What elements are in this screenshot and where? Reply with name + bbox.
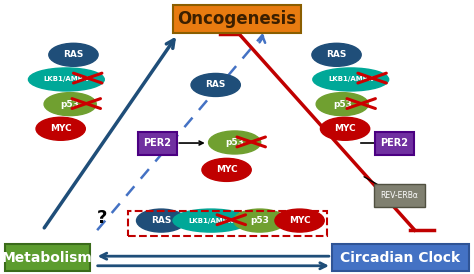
Text: MYC: MYC [216,165,237,174]
Ellipse shape [137,209,186,232]
Text: MYC: MYC [334,124,356,133]
Text: LKB1/AMPK: LKB1/AMPK [44,76,89,82]
Text: MYC: MYC [289,216,310,225]
Ellipse shape [49,43,98,66]
Ellipse shape [202,158,251,181]
FancyBboxPatch shape [173,5,301,33]
Text: LKB1/AMPK: LKB1/AMPK [188,218,234,224]
Text: p53: p53 [333,100,352,109]
Ellipse shape [316,93,368,116]
Ellipse shape [28,68,104,91]
Text: RAS: RAS [151,216,171,225]
Text: Oncogenesis: Oncogenesis [177,10,297,28]
FancyBboxPatch shape [138,132,177,155]
Ellipse shape [36,117,85,140]
Ellipse shape [209,131,261,154]
Text: Metabolism: Metabolism [2,250,93,265]
Text: REV-ERBα: REV-ERBα [381,191,419,200]
Text: LKB1/AMPK: LKB1/AMPK [328,76,374,82]
FancyBboxPatch shape [5,244,90,271]
FancyBboxPatch shape [375,132,414,155]
Text: PER2: PER2 [144,138,172,148]
Ellipse shape [275,209,324,232]
FancyBboxPatch shape [332,244,469,271]
Ellipse shape [313,68,389,91]
Text: p53: p53 [61,100,80,109]
Text: p53: p53 [225,138,244,147]
Text: RAS: RAS [327,50,346,59]
Text: ?: ? [97,209,107,227]
Text: p53: p53 [250,216,269,225]
Ellipse shape [320,117,370,140]
Ellipse shape [191,73,240,96]
Ellipse shape [173,209,249,232]
Ellipse shape [234,209,286,232]
Ellipse shape [44,93,96,116]
Ellipse shape [312,43,361,66]
Text: RAS: RAS [206,81,226,89]
Text: MYC: MYC [50,124,72,133]
Text: PER2: PER2 [381,138,409,148]
FancyBboxPatch shape [374,184,425,207]
Text: RAS: RAS [64,50,83,59]
Text: Circadian Clock: Circadian Clock [340,250,461,265]
